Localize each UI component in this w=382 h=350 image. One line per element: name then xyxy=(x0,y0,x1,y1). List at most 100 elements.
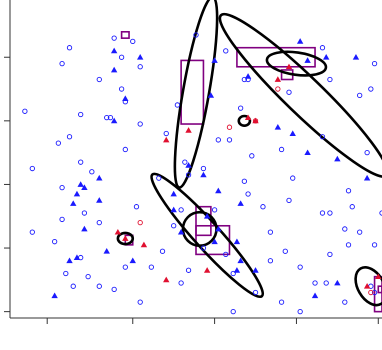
point-filled-triangle xyxy=(211,238,218,245)
point-open-circle xyxy=(148,264,155,270)
point-open-circle xyxy=(357,92,363,99)
point-open-circle xyxy=(171,223,177,229)
point-filled-triangle xyxy=(81,184,88,191)
point-open-circle xyxy=(63,270,69,277)
point-filled-triangle xyxy=(304,149,311,156)
point-open-circle xyxy=(104,115,110,121)
point-filled-triangle xyxy=(51,292,58,299)
point-filled-triangle xyxy=(129,257,136,264)
point-filled-triangle xyxy=(140,241,148,248)
point-open-circle xyxy=(70,283,76,289)
point-filled-triangle xyxy=(203,267,211,273)
point-filled-triangle xyxy=(110,66,118,73)
point-open-circle xyxy=(59,216,65,223)
point-open-circle xyxy=(200,245,207,251)
point-filled-triangle xyxy=(363,174,371,181)
point-open-circle xyxy=(319,134,326,140)
point-open-circle xyxy=(252,289,259,296)
point-open-circle xyxy=(55,140,62,146)
point-open-circle xyxy=(223,251,229,258)
point-filled-triangle xyxy=(170,190,177,197)
point-open-circle xyxy=(122,264,128,270)
point-filled-triangle xyxy=(334,155,341,162)
point-open-circle xyxy=(241,76,248,83)
point-filled-triangle xyxy=(375,273,382,280)
point-filled-triangle xyxy=(215,225,222,232)
point-filled-triangle xyxy=(185,162,192,168)
point-open-circle xyxy=(118,86,125,92)
point-open-circle xyxy=(178,280,184,286)
point-filled-triangle xyxy=(285,63,293,70)
point-filled-triangle xyxy=(304,57,311,63)
point-open-circle xyxy=(345,188,352,194)
point-open-circle xyxy=(193,32,199,38)
point-open-circle xyxy=(96,76,102,83)
bounding-rectangle xyxy=(377,285,382,294)
point-open-circle xyxy=(282,248,288,254)
point-filled-triangle xyxy=(122,95,129,101)
bounding-rectangle xyxy=(180,59,205,125)
point-filled-triangle xyxy=(274,124,282,130)
point-filled-triangle xyxy=(96,197,103,203)
point-filled-triangle xyxy=(311,292,319,299)
point-open-circle xyxy=(66,45,73,51)
point-open-circle xyxy=(182,159,188,165)
point-filled-triangle xyxy=(233,238,241,245)
point-open-circle xyxy=(245,191,251,197)
point-open-circle xyxy=(78,159,84,165)
point-open-circle xyxy=(59,184,65,191)
point-open-circle xyxy=(278,146,285,153)
point-open-circle xyxy=(371,242,378,248)
point-open-circle xyxy=(226,137,233,143)
point-open-circle xyxy=(81,210,88,216)
point-open-circle xyxy=(364,149,370,156)
confidence-ellipse xyxy=(265,50,328,77)
point-filled-triangle xyxy=(237,200,244,206)
point-open-circle xyxy=(368,86,374,92)
point-open-circle xyxy=(297,264,303,270)
point-filled-triangle xyxy=(352,54,360,60)
point-open-circle xyxy=(96,219,102,226)
confidence-ellipse xyxy=(237,114,252,127)
point-open-circle xyxy=(241,178,248,184)
point-filled-triangle xyxy=(110,47,118,54)
point-filled-triangle xyxy=(252,267,259,273)
point-open-circle xyxy=(215,137,221,143)
point-filled-triangle xyxy=(73,254,81,260)
bounding-rectangle xyxy=(120,30,130,39)
point-open-circle xyxy=(111,35,117,41)
confidence-ellipse xyxy=(181,210,218,248)
point-filled-triangle xyxy=(103,248,110,254)
point-open-circle xyxy=(122,146,128,153)
point-open-circle xyxy=(371,60,378,67)
point-open-circle xyxy=(29,229,35,235)
point-filled-triangle xyxy=(66,257,73,264)
point-open-circle xyxy=(230,308,236,315)
point-open-circle xyxy=(51,239,58,245)
point-open-circle xyxy=(267,258,274,264)
point-filled-triangle xyxy=(163,136,170,143)
point-open-circle xyxy=(286,197,292,203)
point-open-circle xyxy=(327,210,333,216)
point-open-circle xyxy=(349,204,355,210)
point-open-circle xyxy=(237,105,244,111)
point-open-circle xyxy=(130,38,136,44)
point-open-circle xyxy=(357,229,363,235)
point-filled-triangle xyxy=(215,187,222,194)
point-open-circle xyxy=(275,86,281,92)
point-open-circle xyxy=(290,175,296,181)
point-open-circle xyxy=(319,210,326,216)
confidence-ellipse xyxy=(173,0,219,189)
point-open-circle xyxy=(159,248,166,254)
point-open-circle xyxy=(89,169,95,175)
point-open-circle xyxy=(267,229,274,235)
point-open-circle xyxy=(297,308,303,315)
point-filled-triangle xyxy=(114,228,122,235)
point-open-circle xyxy=(249,153,255,159)
point-open-circle xyxy=(22,108,28,114)
point-open-circle xyxy=(178,207,184,213)
point-open-circle xyxy=(368,289,374,296)
point-filled-triangle xyxy=(334,279,341,286)
point-filled-triangle xyxy=(81,225,88,232)
